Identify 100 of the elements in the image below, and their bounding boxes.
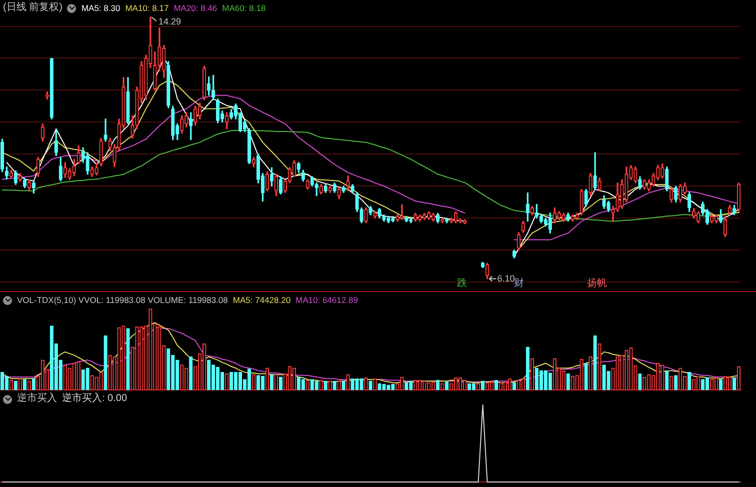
candlestick — [108, 138, 112, 152]
candlestick — [660, 163, 664, 178]
candlestick — [50, 58, 54, 120]
candlestick — [86, 152, 90, 175]
candlestick — [94, 163, 98, 176]
candlestick — [355, 192, 359, 212]
candlestick — [350, 184, 354, 193]
candlestick — [674, 186, 678, 202]
candlestick — [534, 204, 538, 218]
candlestick — [736, 182, 741, 212]
candlestick — [99, 138, 103, 166]
candlestick — [638, 176, 642, 190]
candlestick — [557, 211, 561, 220]
text: MA5: 74428.20 — [232, 294, 291, 306]
annotation: 扬帆 — [587, 278, 607, 289]
candlestick — [616, 182, 620, 212]
text: MA60: 8.18 — [222, 2, 266, 14]
candlestick — [194, 106, 198, 126]
candlestick — [454, 211, 458, 224]
candlestick — [634, 166, 638, 184]
candlestick — [544, 218, 548, 226]
candlestick — [678, 184, 682, 202]
candlestick — [54, 130, 58, 156]
text: MA10: 64612.89 — [296, 294, 358, 306]
candlestick — [414, 212, 418, 222]
candlestick — [216, 98, 220, 124]
candlestick — [32, 180, 36, 194]
candlestick — [58, 157, 62, 182]
candlestick — [373, 211, 377, 218]
candlestick — [310, 176, 314, 186]
text: MA10: 8.17 — [125, 2, 169, 14]
candlestick — [642, 179, 646, 190]
candlestick — [624, 166, 628, 202]
text: 逆市买入: 0.00 — [62, 393, 128, 405]
candlestick — [656, 165, 660, 180]
candlestick — [552, 208, 556, 224]
candlestick — [337, 187, 341, 200]
candlestick — [404, 216, 408, 222]
chart-title: (日线 前复权) — [3, 2, 62, 14]
candlestick — [602, 195, 606, 209]
candlestick — [72, 158, 76, 176]
candlestick — [306, 179, 310, 190]
candlestick — [530, 206, 534, 216]
candlestick — [189, 112, 193, 140]
candlestick — [580, 188, 584, 216]
candlestick — [400, 204, 404, 220]
candlestick — [692, 208, 696, 218]
candlestick — [548, 212, 552, 234]
candlestick — [332, 182, 336, 193]
candlestick — [360, 208, 364, 224]
candlestick — [270, 167, 274, 186]
candlestick — [688, 192, 692, 212]
text: MA5: 8.30 — [81, 2, 120, 14]
candlestick — [598, 177, 602, 192]
chart-title: 逆市买入 — [17, 393, 57, 405]
candlestick — [422, 212, 426, 220]
candlestick — [516, 232, 521, 250]
annotation: 14.29 — [158, 16, 181, 26]
candlestick — [364, 208, 368, 224]
candlestick — [0, 138, 4, 172]
candlestick — [274, 174, 278, 196]
text: MA20: 8.46 — [174, 2, 218, 14]
candlestick — [76, 146, 80, 164]
candlestick — [166, 61, 170, 108]
candlestick — [562, 212, 566, 222]
candlestick — [670, 187, 674, 202]
candlestick — [566, 212, 570, 222]
candlestick — [104, 118, 108, 142]
candlestick — [732, 204, 736, 216]
candlestick — [409, 218, 413, 224]
annotation: 6.10 — [497, 273, 515, 284]
candlestick — [606, 200, 610, 212]
candlestick — [346, 176, 350, 192]
candlestick — [247, 128, 252, 164]
candlestick — [386, 216, 390, 224]
candlestick — [180, 115, 184, 134]
candlestick — [696, 211, 700, 224]
annotation: 财 — [514, 278, 524, 289]
candlestick — [647, 179, 651, 192]
candlestick — [90, 166, 94, 177]
candlestick — [40, 123, 44, 142]
candlestick — [202, 66, 206, 100]
candlestick — [342, 186, 346, 193]
candlestick — [22, 178, 27, 188]
candlestick — [278, 176, 283, 194]
candlestick — [171, 106, 175, 140]
candlestick — [292, 160, 296, 177]
candlestick — [391, 216, 395, 222]
annotation: 跌 — [457, 278, 467, 289]
candlestick — [396, 214, 400, 222]
candlestick — [584, 188, 588, 207]
candlestick — [427, 211, 431, 220]
candlestick — [588, 172, 592, 196]
candlestick — [728, 204, 732, 216]
candlestick — [432, 212, 436, 222]
candlestick — [440, 218, 444, 224]
candlestick — [314, 182, 318, 196]
candlestick — [485, 262, 490, 280]
candlestick — [575, 212, 579, 220]
candlestick — [512, 250, 516, 258]
